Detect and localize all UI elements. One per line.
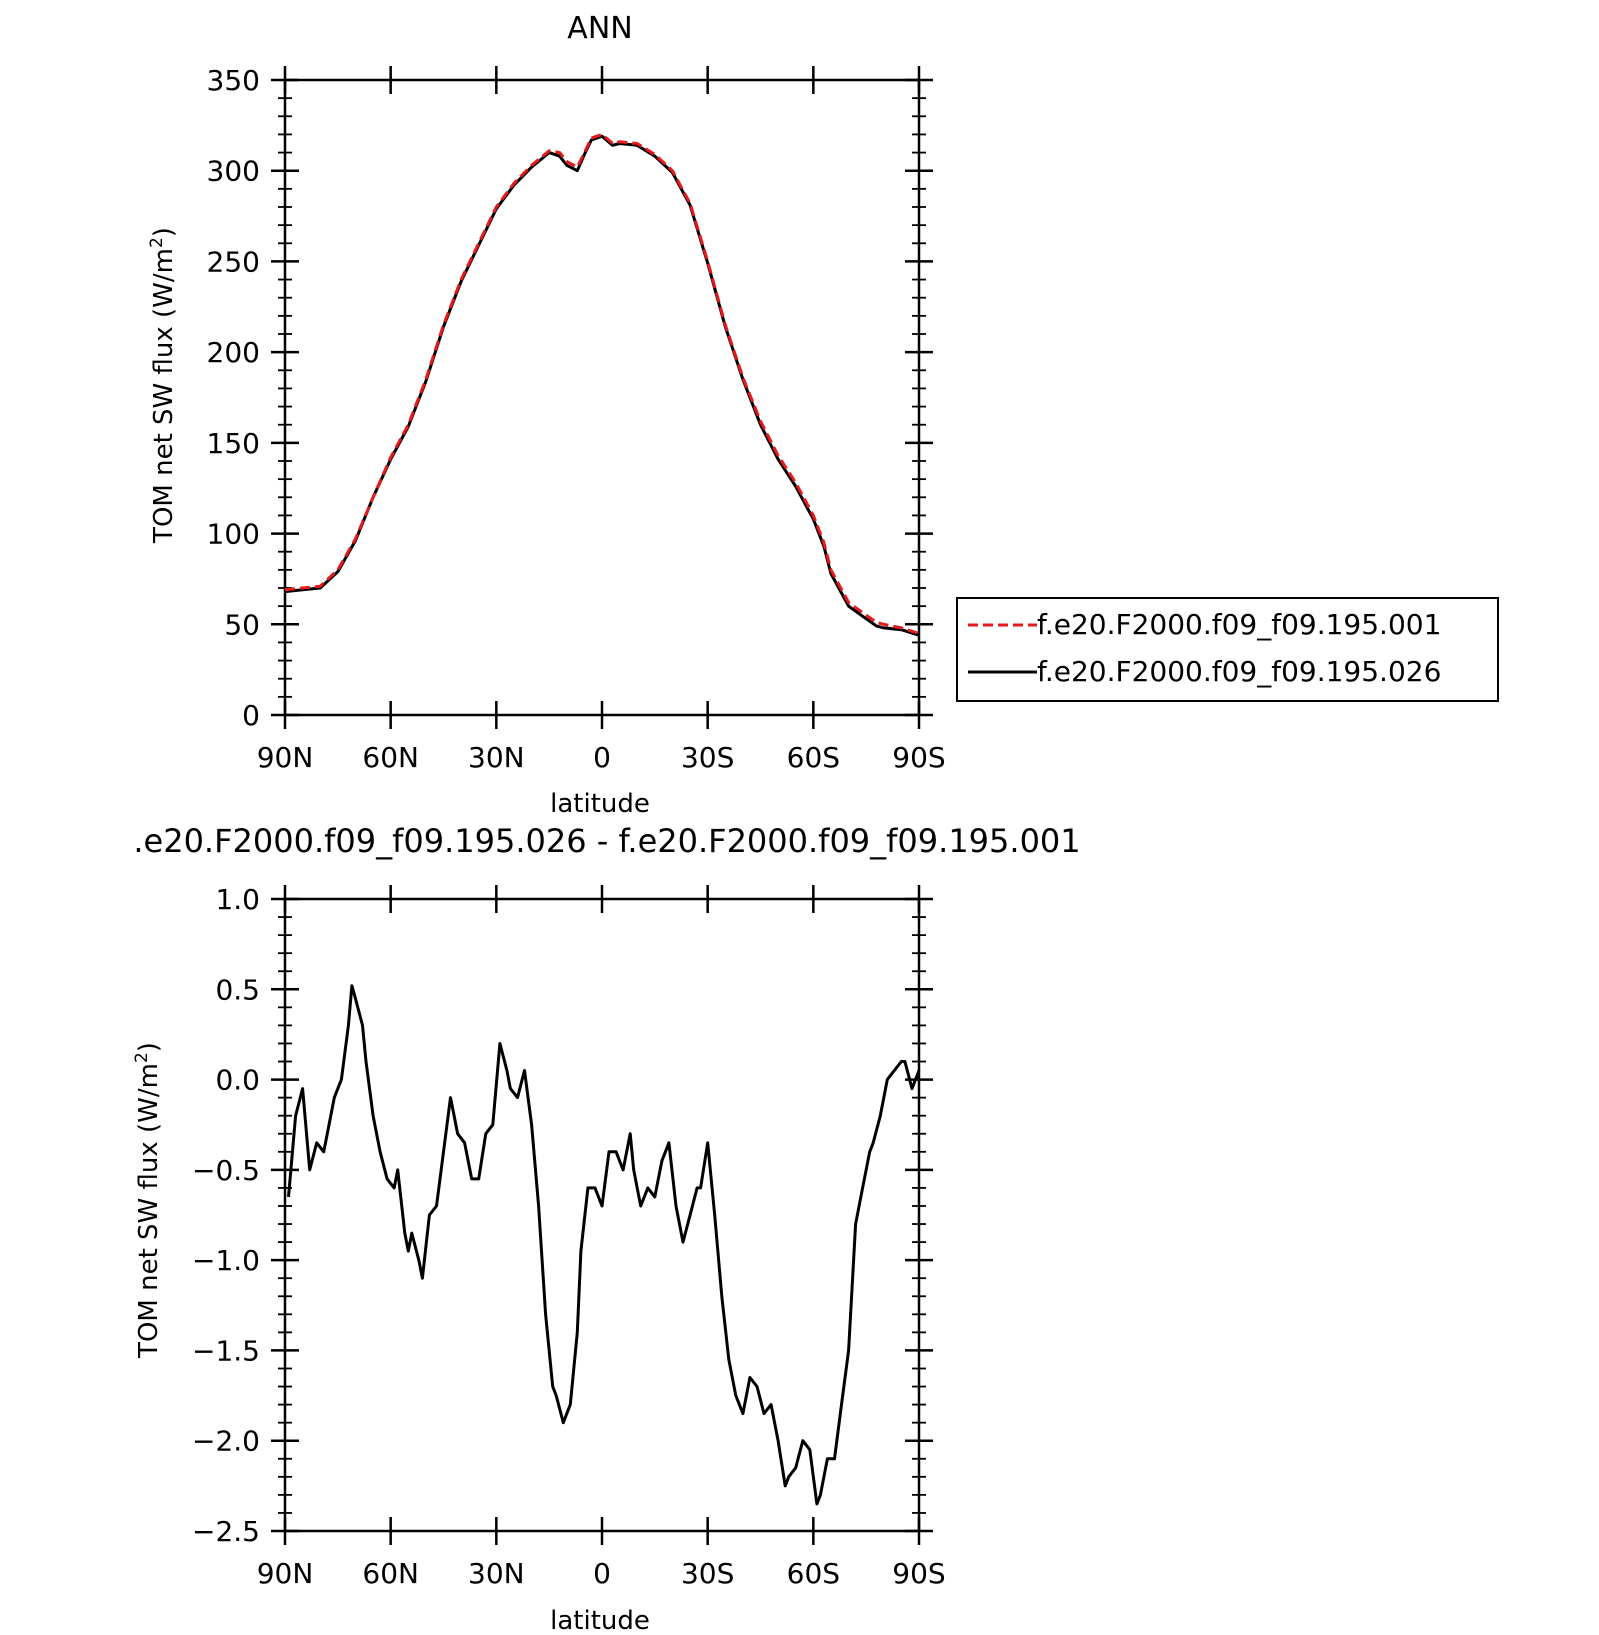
chart-top-y-tick-label: 100 (207, 518, 260, 551)
chart-top-y-tick-label: 350 (207, 64, 260, 97)
chart-bottom-x-tick-label: 60N (362, 1557, 419, 1590)
chart-top-y-tick-label: 150 (207, 427, 260, 460)
chart-bottom-y-tick-label: −2.0 (192, 1425, 260, 1458)
chart-bottom-y-axis-label-sup: 2 (132, 1052, 152, 1063)
chart-bottom-x-tick-label: 30N (468, 1557, 525, 1590)
chart-bottom-title: .e20.F2000.f09_f09.195.026 - f.e20.F2000… (133, 822, 1080, 860)
chart-bottom-series (287, 984, 921, 1506)
chart-top: ANN 0 50 100 150 200 250 300 350 90N 60N 30N 0 30S 6… (147, 11, 1499, 819)
legend-box (956, 597, 1499, 702)
chart-bottom-y-tick-label: −1.0 (192, 1244, 260, 1277)
chart-top-y-tick-label: 200 (207, 336, 260, 369)
chart-top-x-tick-labels: 90N 60N 30N 0 30S 60S 90S (257, 741, 946, 774)
legend-label-026: f.e20.F2000.f09_f09.195.026 (1037, 655, 1441, 688)
chart-top-y-axis-label-end: ) (149, 227, 179, 237)
chart-bottom-y-axis-label: TOM net SW flux (W/m2) (132, 1042, 164, 1359)
chart-bottom-y-tick-label: −0.5 (192, 1154, 260, 1187)
chart-top-x-tick-label: 30N (468, 741, 525, 774)
chart-top-y-tick-label: 50 (224, 608, 260, 641)
chart-bottom-x-tick-label: 0 (593, 1557, 611, 1590)
chart-top-x-tick-label: 60N (362, 741, 419, 774)
chart-bottom-y-axis-label-end: ) (134, 1042, 164, 1052)
chart-bottom-x-axis-label: latitude (550, 1606, 650, 1635)
chart-top-axes (271, 66, 933, 729)
chart-top-y-axis-label: TOM net SW flux (W/m2) (147, 227, 179, 544)
chart-top-x-tick-label: 60S (787, 741, 840, 774)
chart-top-legend: f.e20.F2000.f09_f09.195.001 f.e20.F2000.… (956, 597, 1499, 702)
chart-top-plot-frame (283, 78, 921, 717)
chart-top-x-axis-label: latitude (550, 789, 650, 819)
chart-bottom-y-tick-label: −2.5 (192, 1515, 260, 1548)
chart-bottom-x-tick-label: 60S (787, 1557, 840, 1590)
chart-bottom-axes (271, 885, 933, 1545)
chart-top-series-line-1 (284, 132, 920, 635)
chart-bottom-x-tick-label: 30S (681, 1557, 734, 1590)
chart-top-y-axis-label-sup: 2 (147, 237, 167, 248)
chart-top-x-tick-label: 0 (593, 741, 611, 774)
chart-top-series (284, 132, 920, 637)
chart-top-x-tick-label: 90N (257, 741, 314, 774)
chart-bottom-y-axis-label-main: TOM net SW flux (W/m (134, 1063, 164, 1359)
chart-bottom-y-tick-label: 1.0 (215, 883, 260, 916)
chart-bottom-x-tick-labels: 90N 60N 30N 0 30S 60S 90S (257, 1557, 946, 1590)
chart-top-series-line-2 (284, 134, 920, 637)
chart-top-y-tick-label: 300 (207, 155, 260, 188)
chart-bottom: .e20.F2000.f09_f09.195.026 - f.e20.F2000… (132, 822, 1081, 1635)
chart-top-y-tick-labels: 0 50 100 150 200 250 300 350 (207, 64, 260, 732)
chart-bottom-y-tick-labels: 1.0 0.5 0.0 −0.5 −1.0 −1.5 −2.0 −2.5 (192, 883, 260, 1548)
chart-bottom-y-tick-label: 0.0 (215, 1064, 260, 1097)
chart-top-y-tick-label: 250 (207, 245, 260, 278)
chart-top-x-tick-label: 90S (892, 741, 945, 774)
chart-bottom-series-line-1 (287, 984, 921, 1506)
chart-bottom-y-tick-label: 0.5 (215, 973, 260, 1006)
legend-label-001: f.e20.F2000.f09_f09.195.001 (1037, 608, 1441, 641)
chart-top-y-tick-label: 0 (242, 699, 260, 732)
chart-top-x-tick-label: 30S (681, 741, 734, 774)
chart-bottom-x-tick-label: 90N (257, 1557, 314, 1590)
chart-bottom-plot-frame (283, 897, 921, 1533)
chart-top-y-axis-label-main: TOM net SW flux (W/m (149, 248, 179, 544)
chart-bottom-y-tick-label: −1.5 (192, 1334, 260, 1367)
chart-top-title: ANN (567, 11, 632, 46)
chart-bottom-x-tick-label: 90S (892, 1557, 945, 1590)
